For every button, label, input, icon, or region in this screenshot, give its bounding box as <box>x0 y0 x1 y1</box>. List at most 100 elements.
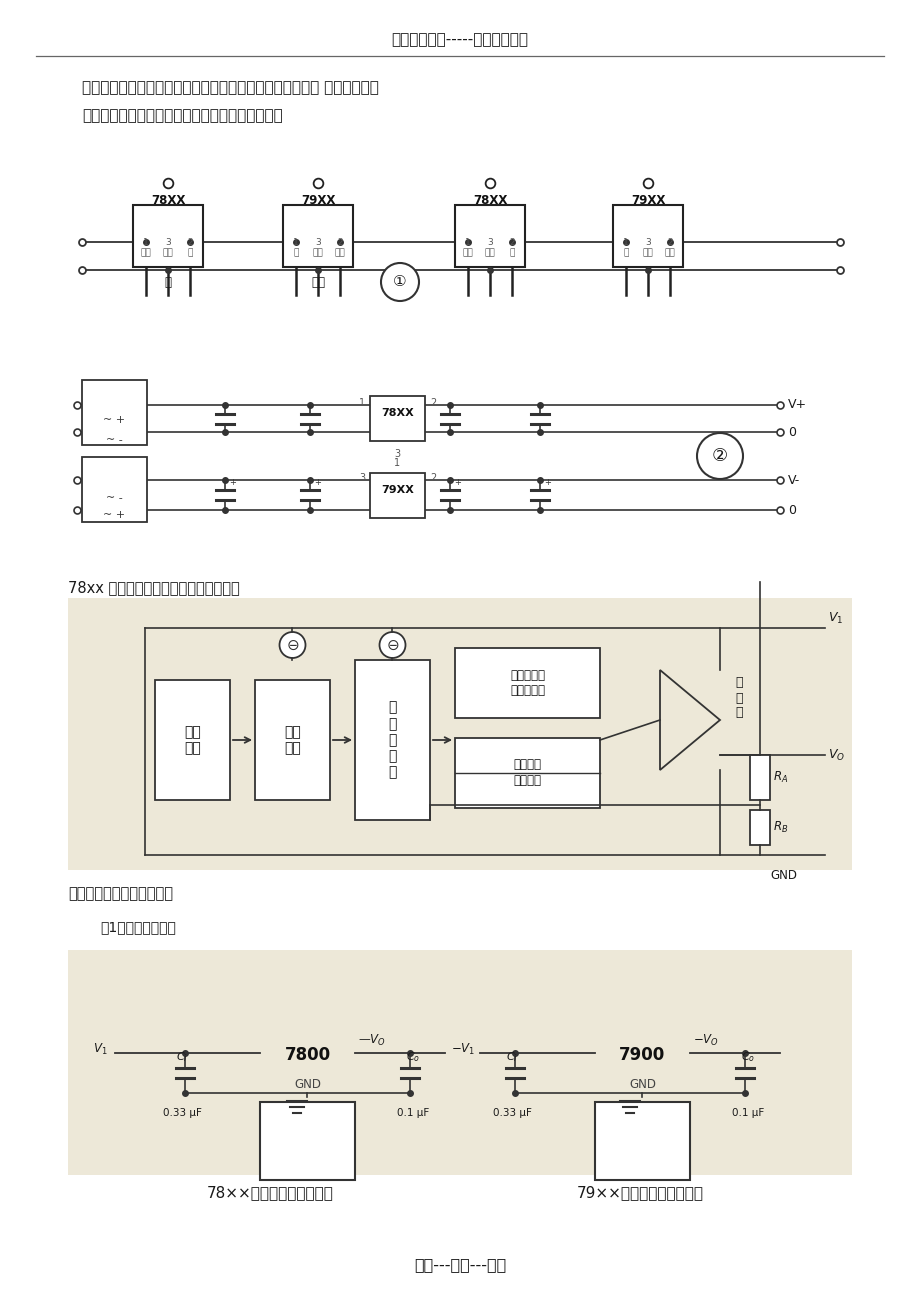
Text: 调整管安全
工作区保护: 调整管安全 工作区保护 <box>509 669 544 697</box>
Text: $R_B$: $R_B$ <box>772 820 788 835</box>
Text: +: + <box>229 478 235 487</box>
Bar <box>455 204 525 267</box>
Text: ~ +: ~ + <box>103 415 125 424</box>
Text: 2: 2 <box>429 398 436 408</box>
Bar <box>133 204 203 267</box>
Text: 输出: 输出 <box>484 247 494 256</box>
Text: ⊖: ⊖ <box>286 638 299 652</box>
Text: $C_i$: $C_i$ <box>505 1051 517 1065</box>
Text: 0.1 μF: 0.1 μF <box>732 1108 764 1117</box>
Bar <box>369 396 425 441</box>
Bar <box>255 680 330 799</box>
Text: ⊖: ⊖ <box>386 638 399 652</box>
Text: 79××系列负固定输出连接: 79××系列负固定输出连接 <box>576 1185 703 1200</box>
Text: 地: 地 <box>165 276 171 289</box>
Text: 输入: 输入 <box>462 247 473 256</box>
Text: ①: ① <box>392 275 406 289</box>
Text: ②: ② <box>711 447 727 465</box>
Text: 3: 3 <box>486 238 493 247</box>
Text: 0.33 μF: 0.33 μF <box>163 1108 201 1117</box>
Text: 0: 0 <box>788 426 795 439</box>
Text: 2: 2 <box>187 238 193 247</box>
Text: 78XX: 78XX <box>472 194 506 207</box>
Text: $C_i$: $C_i$ <box>176 1051 187 1065</box>
Text: 输出: 输出 <box>163 247 173 256</box>
Text: 2: 2 <box>429 473 436 483</box>
Text: 输入: 输入 <box>664 247 675 256</box>
Text: 地: 地 <box>623 247 628 256</box>
Text: 2: 2 <box>337 238 343 247</box>
Text: 3: 3 <box>394 449 400 460</box>
Bar <box>82 380 147 445</box>
Text: $V_1$: $V_1$ <box>827 611 843 625</box>
Text: 基准
电路: 基准 电路 <box>284 725 301 755</box>
Text: $C_o$: $C_o$ <box>405 1051 420 1065</box>
Text: 0: 0 <box>788 504 795 517</box>
Text: 调
整
管: 调 整 管 <box>734 677 742 720</box>
Text: 过热保护: 过热保护 <box>513 775 541 788</box>
Bar <box>82 457 147 522</box>
Text: 78××系列正固定输出连接: 78××系列正固定输出连接 <box>207 1185 333 1200</box>
Text: ~ +: ~ + <box>103 510 125 519</box>
Text: 1: 1 <box>358 398 365 408</box>
Text: 3: 3 <box>358 473 365 483</box>
Text: $R_A$: $R_A$ <box>772 769 788 785</box>
Bar <box>455 648 599 717</box>
Text: V-: V- <box>788 474 800 487</box>
Text: 1: 1 <box>394 457 400 467</box>
Bar <box>369 473 425 517</box>
Text: +: + <box>313 478 321 487</box>
Bar <box>455 738 599 809</box>
Text: 2: 2 <box>508 238 515 247</box>
Text: GND: GND <box>769 868 796 881</box>
Circle shape <box>380 263 418 301</box>
Text: 误
差
放
大
器: 误 差 放 大 器 <box>388 700 396 780</box>
Text: ~ -: ~ - <box>106 435 123 445</box>
Text: 1: 1 <box>293 238 299 247</box>
Text: 输出: 输出 <box>642 247 652 256</box>
Text: +: + <box>543 478 550 487</box>
Text: 1: 1 <box>465 238 471 247</box>
Text: 3: 3 <box>165 238 171 247</box>
Text: 输入: 输入 <box>335 247 345 256</box>
Circle shape <box>697 434 743 479</box>
Text: 78XX: 78XX <box>151 194 185 207</box>
Text: ~ -: ~ - <box>106 493 123 503</box>
Bar <box>260 1101 355 1180</box>
Text: 过流保护: 过流保护 <box>513 759 541 772</box>
Text: GND: GND <box>629 1078 655 1091</box>
Text: 保护电路，因此它的性能优良，可靠性高。又因这种稳压器 具有体积小、: 保护电路，因此它的性能优良，可靠性高。又因这种稳压器 具有体积小、 <box>82 79 379 95</box>
Text: （1）固定输出连接: （1）固定输出连接 <box>100 921 176 934</box>
Text: 输入: 输入 <box>311 276 324 289</box>
Bar <box>154 680 230 799</box>
Text: 地: 地 <box>509 247 514 256</box>
Text: 地: 地 <box>187 247 192 256</box>
Text: 地: 地 <box>293 247 299 256</box>
Text: 输入: 输入 <box>141 247 152 256</box>
Text: 7800: 7800 <box>284 1046 330 1064</box>
Text: 1: 1 <box>143 238 149 247</box>
Bar <box>68 950 851 1174</box>
Text: 三端集成稳压器的典型应用: 三端集成稳压器的典型应用 <box>68 885 173 901</box>
Text: 79XX: 79XX <box>301 194 335 207</box>
Text: 0.33 μF: 0.33 μF <box>492 1108 531 1117</box>
Text: 专心---专注---专业: 专心---专注---专业 <box>414 1258 505 1272</box>
Text: 79XX: 79XX <box>380 486 414 495</box>
Text: 精选优质文档-----倾情为你奉上: 精选优质文档-----倾情为你奉上 <box>391 33 528 47</box>
Text: 1: 1 <box>622 238 629 247</box>
Text: V+: V+ <box>788 398 806 411</box>
Text: $-V_1$: $-V_1$ <box>450 1042 474 1057</box>
Circle shape <box>279 631 305 658</box>
Bar <box>612 204 682 267</box>
Text: GND: GND <box>294 1078 321 1091</box>
Bar <box>68 598 851 870</box>
Text: 0.1 μF: 0.1 μF <box>396 1108 428 1117</box>
Circle shape <box>380 631 405 658</box>
Text: 78xx 系列三端集成稳压器内部电路框图: 78xx 系列三端集成稳压器内部电路框图 <box>68 579 240 595</box>
Bar <box>595 1101 689 1180</box>
Text: $—V_O$: $—V_O$ <box>357 1034 386 1048</box>
Bar <box>749 810 769 845</box>
Text: $-V_O$: $-V_O$ <box>692 1034 719 1048</box>
Text: $C_o$: $C_o$ <box>740 1051 754 1065</box>
Text: +: + <box>453 478 460 487</box>
